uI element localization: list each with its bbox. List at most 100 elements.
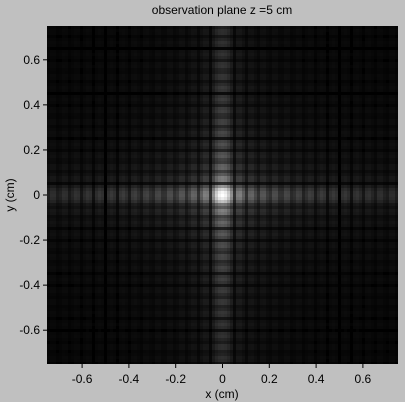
intensity-cell: [140, 152, 143, 155]
intensity-cell: [89, 116, 92, 119]
intensity-cell: [47, 161, 50, 164]
intensity-cell: [188, 59, 191, 62]
intensity-cell: [317, 152, 320, 155]
intensity-cell: [284, 77, 287, 80]
intensity-cell: [185, 53, 188, 56]
intensity-cell: [92, 128, 95, 131]
intensity-cell: [206, 164, 209, 167]
intensity-cell: [281, 65, 284, 68]
intensity-cell: [149, 38, 152, 41]
intensity-cell: [119, 137, 122, 140]
intensity-cell: [149, 149, 152, 152]
intensity-cell: [233, 77, 236, 80]
intensity-cell: [62, 83, 65, 86]
intensity-cell: [314, 53, 317, 56]
intensity-cell: [284, 68, 287, 71]
intensity-cell: [173, 140, 176, 143]
intensity-cell: [53, 86, 56, 89]
intensity-cell: [299, 95, 302, 98]
intensity-cell: [242, 158, 245, 161]
intensity-cell: [368, 56, 371, 59]
intensity-cell: [296, 68, 299, 71]
intensity-cell: [68, 29, 71, 32]
intensity-cell: [131, 122, 134, 125]
intensity-cell: [317, 68, 320, 71]
intensity-cell: [383, 134, 386, 137]
intensity-cell: [254, 41, 257, 44]
intensity-cell: [122, 26, 125, 29]
intensity-cell: [113, 38, 116, 41]
intensity-cell: [122, 65, 125, 68]
intensity-cell: [305, 104, 308, 107]
intensity-cell: [347, 77, 350, 80]
intensity-cell: [317, 122, 320, 125]
intensity-cell: [344, 62, 347, 65]
intensity-cell: [101, 137, 104, 140]
intensity-cell: [83, 44, 86, 47]
intensity-cell: [248, 65, 251, 68]
intensity-cell: [143, 68, 146, 71]
intensity-cell: [344, 53, 347, 56]
intensity-cell: [251, 83, 254, 86]
intensity-cell: [347, 146, 350, 149]
intensity-cell: [395, 83, 398, 86]
intensity-cell: [95, 110, 98, 113]
intensity-cell: [80, 164, 83, 167]
intensity-cell: [251, 98, 254, 101]
intensity-cell: [191, 113, 194, 116]
intensity-cell: [230, 134, 233, 137]
intensity-cell: [257, 134, 260, 137]
intensity-cell: [251, 104, 254, 107]
intensity-cell: [134, 59, 137, 62]
intensity-cell: [341, 35, 344, 38]
intensity-cell: [134, 35, 137, 38]
intensity-cell: [50, 77, 53, 80]
intensity-cell: [335, 41, 338, 44]
intensity-cell: [374, 65, 377, 68]
intensity-cell: [137, 83, 140, 86]
intensity-cell: [170, 149, 173, 152]
intensity-cell: [242, 104, 245, 107]
intensity-cell: [140, 125, 143, 128]
intensity-cell: [335, 146, 338, 149]
intensity-cell: [365, 116, 368, 119]
intensity-cell: [56, 32, 59, 35]
intensity-cell: [278, 101, 281, 104]
intensity-cell: [341, 104, 344, 107]
intensity-cell: [248, 128, 251, 131]
intensity-cell: [311, 32, 314, 35]
intensity-cell: [275, 38, 278, 41]
intensity-cell: [191, 161, 194, 164]
intensity-cell: [143, 62, 146, 65]
intensity-cell: [86, 77, 89, 80]
intensity-cell: [242, 86, 245, 89]
intensity-cell: [206, 86, 209, 89]
intensity-cell: [188, 104, 191, 107]
intensity-cell: [332, 32, 335, 35]
intensity-cell: [395, 113, 398, 116]
intensity-cell: [230, 101, 233, 104]
intensity-cell: [140, 56, 143, 59]
intensity-cell: [284, 62, 287, 65]
intensity-cell: [272, 158, 275, 161]
intensity-cell: [101, 86, 104, 89]
intensity-cell: [275, 131, 278, 134]
intensity-cell: [107, 53, 110, 56]
intensity-cell: [287, 62, 290, 65]
intensity-cell: [53, 80, 56, 83]
intensity-cell: [134, 53, 137, 56]
intensity-cell: [185, 29, 188, 32]
intensity-cell: [77, 158, 80, 161]
intensity-cell: [77, 137, 80, 140]
intensity-cell: [155, 95, 158, 98]
intensity-cell: [329, 29, 332, 32]
intensity-cell: [176, 149, 179, 152]
intensity-cell: [140, 44, 143, 47]
intensity-cell: [242, 32, 245, 35]
intensity-cell: [263, 50, 266, 53]
intensity-cell: [320, 101, 323, 104]
intensity-cell: [347, 38, 350, 41]
intensity-cell: [107, 50, 110, 53]
intensity-cell: [269, 101, 272, 104]
intensity-cell: [47, 41, 50, 44]
